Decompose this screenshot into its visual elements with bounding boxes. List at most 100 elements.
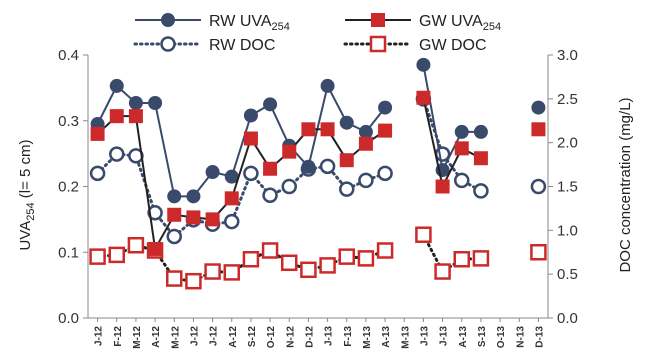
x-tick-label: M-13 bbox=[400, 326, 411, 349]
data-point bbox=[186, 189, 201, 204]
data-point bbox=[108, 246, 125, 264]
data-point bbox=[89, 248, 106, 265]
data-point bbox=[205, 165, 220, 180]
legend: RW UVA254 GW UVA254 RW DOC GW DOC bbox=[133, 13, 501, 54]
data-point bbox=[89, 165, 106, 182]
x-tick-label: F-12 bbox=[113, 326, 124, 347]
data-point bbox=[301, 122, 316, 137]
series-line bbox=[96, 115, 386, 253]
legend-marker bbox=[371, 13, 385, 27]
data-point bbox=[434, 263, 451, 280]
left-tick-label: 0.4 bbox=[58, 47, 79, 64]
legend-entry: RW UVA254 bbox=[135, 13, 290, 33]
right-tick-label: 1.5 bbox=[557, 179, 578, 196]
data-point bbox=[416, 90, 431, 105]
data-point bbox=[109, 146, 125, 162]
left-tick-label: 0.2 bbox=[58, 179, 79, 196]
left-axis-title: UVA254 (l= 5 cm) bbox=[17, 139, 37, 250]
legend-label: RW DOC bbox=[209, 37, 275, 54]
data-point bbox=[128, 95, 143, 110]
x-tick-label: N-13 bbox=[515, 326, 526, 348]
data-point bbox=[243, 108, 258, 123]
data-point bbox=[204, 263, 221, 280]
data-point bbox=[127, 236, 145, 254]
data-point bbox=[473, 124, 488, 139]
data-point bbox=[378, 123, 393, 138]
data-point bbox=[338, 248, 355, 265]
left-tick-label: 0.0 bbox=[58, 310, 79, 327]
left-axis-ticks: 0.0 0.1 0.2 0.3 0.4 bbox=[58, 47, 88, 327]
data-point bbox=[301, 159, 316, 174]
x-tick-label: S-12 bbox=[247, 326, 258, 348]
data-point bbox=[454, 172, 470, 189]
data-point bbox=[167, 207, 182, 222]
x-tick-label: M-13 bbox=[362, 326, 373, 349]
data-point bbox=[319, 257, 336, 274]
series-rw-doc bbox=[89, 91, 547, 245]
right-tick-label: 1.0 bbox=[557, 222, 578, 239]
data-point bbox=[167, 189, 182, 204]
data-point bbox=[357, 250, 375, 267]
x-tick-label: J-12 bbox=[189, 326, 200, 346]
legend-marker bbox=[369, 35, 387, 53]
data-point bbox=[243, 131, 258, 146]
data-point bbox=[261, 242, 279, 259]
left-tick-label: 0.3 bbox=[58, 113, 79, 130]
data-point bbox=[358, 172, 374, 189]
data-point bbox=[378, 100, 393, 115]
data-point bbox=[531, 122, 546, 137]
right-tick-label: 2.5 bbox=[557, 91, 578, 108]
data-point bbox=[282, 144, 297, 159]
x-tick-label: F-13 bbox=[343, 326, 354, 347]
data-point bbox=[263, 161, 278, 176]
series-line bbox=[421, 233, 483, 274]
data-point bbox=[473, 183, 489, 199]
right-tick-label: 0.5 bbox=[557, 266, 578, 283]
x-tick-label: A-12 bbox=[151, 326, 162, 348]
legend-marker bbox=[160, 36, 176, 52]
left-tick-label: 0.1 bbox=[58, 244, 79, 261]
right-tick-label: 2.0 bbox=[557, 135, 578, 152]
series-layer bbox=[89, 57, 547, 290]
data-point bbox=[185, 272, 202, 290]
data-point bbox=[339, 181, 355, 197]
data-point bbox=[358, 136, 373, 151]
data-point bbox=[454, 141, 469, 156]
right-tick-label: 3.0 bbox=[557, 47, 578, 64]
legend-label: RW UVA254 bbox=[209, 13, 290, 33]
legend-label: GW DOC bbox=[419, 37, 487, 54]
data-point bbox=[472, 250, 490, 267]
series-gw-doc bbox=[89, 226, 547, 290]
series-line bbox=[422, 64, 481, 174]
data-point bbox=[263, 97, 278, 112]
data-point bbox=[147, 205, 163, 221]
series-line bbox=[422, 97, 482, 190]
data-point bbox=[109, 78, 124, 93]
x-tick-label: J-13 bbox=[419, 326, 430, 346]
legend-entry: GW UVA254 bbox=[345, 13, 501, 33]
data-point bbox=[415, 226, 432, 243]
data-point bbox=[166, 270, 183, 287]
data-point bbox=[186, 210, 201, 225]
x-tick-label: M-12 bbox=[132, 326, 143, 349]
x-tick-label: A-13 bbox=[381, 326, 392, 348]
data-point bbox=[166, 228, 182, 245]
data-point bbox=[473, 151, 488, 166]
data-point bbox=[148, 241, 163, 256]
x-tick-label: J-12 bbox=[209, 326, 220, 346]
right-axis-ticks: 0.0 0.5 1.0 1.5 2.0 2.5 3.0 bbox=[548, 47, 578, 327]
legend-marker bbox=[161, 13, 175, 27]
data-point bbox=[377, 165, 393, 182]
data-point bbox=[320, 78, 335, 93]
x-tick-label: J-13 bbox=[324, 326, 335, 346]
legend-entry: RW DOC bbox=[133, 36, 275, 54]
data-point bbox=[109, 109, 124, 124]
x-tick-label: A-12 bbox=[228, 326, 239, 348]
series-gw-uva254 bbox=[90, 90, 546, 256]
x-tick-label: J-13 bbox=[439, 326, 450, 346]
data-point bbox=[454, 124, 469, 139]
data-point bbox=[531, 100, 546, 115]
x-tick-label: A-13 bbox=[458, 326, 469, 348]
data-point bbox=[416, 57, 431, 72]
